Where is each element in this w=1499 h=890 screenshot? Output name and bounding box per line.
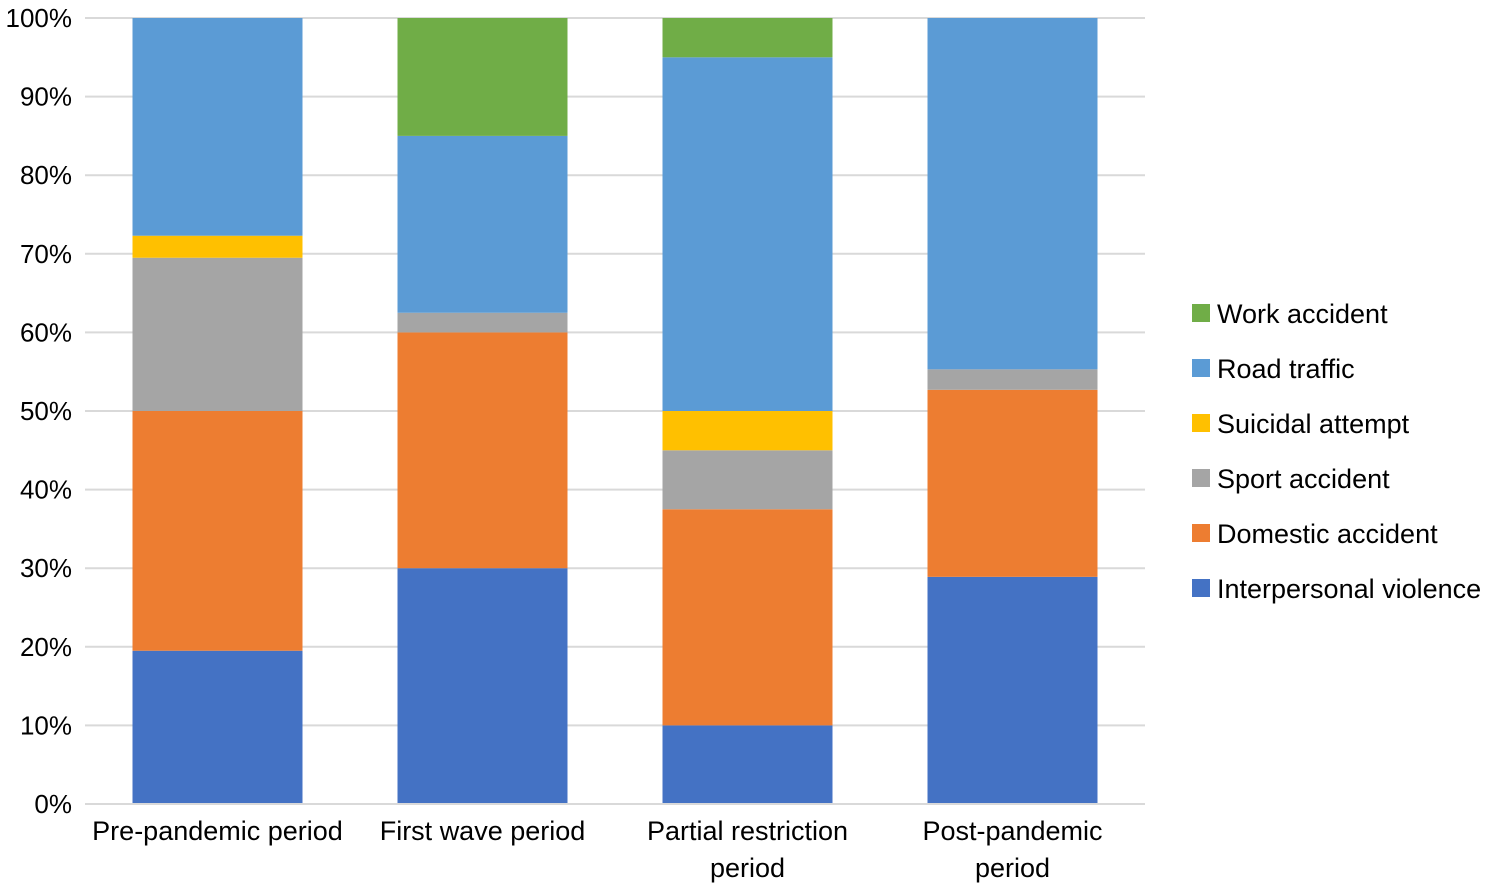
bar-segment (927, 576, 1098, 804)
bar-segment (662, 411, 833, 451)
legend-swatch (1192, 414, 1210, 432)
bar-segment (397, 332, 568, 569)
bars (132, 18, 1098, 804)
y-tick-label: 60% (20, 317, 72, 347)
y-axis-tick-labels: 0% 10% 20% 30% 40% 50% 60% 70% 80% 90% 100% (6, 3, 73, 819)
x-category-label: period (710, 853, 785, 883)
legend-swatch (1192, 524, 1210, 542)
bar-segment (397, 312, 568, 333)
y-tick-label: 40% (20, 475, 72, 505)
y-tick-label: 10% (20, 710, 72, 740)
x-category-label: Pre-pandemic period (92, 816, 343, 846)
bar-segment (132, 650, 303, 804)
bar-segment (397, 568, 568, 804)
y-tick-label: 20% (20, 632, 72, 662)
bar-segment (662, 18, 833, 58)
legend-label: Domestic accident (1217, 519, 1438, 549)
bar-segment (662, 450, 833, 510)
bar-segment (662, 509, 833, 726)
bar-segment (662, 57, 833, 412)
y-tick-label: 80% (20, 160, 72, 190)
legend-label: Road traffic (1217, 354, 1355, 384)
legend: Work accident Road traffic Suicidal attemp… (1192, 299, 1481, 604)
legend-swatch (1192, 359, 1210, 377)
x-category-label: period (975, 853, 1050, 883)
y-tick-label: 70% (20, 239, 72, 269)
x-category-label: First wave period (380, 816, 586, 846)
legend-label: Sport accident (1217, 464, 1390, 494)
x-axis-category-labels: Pre-pandemic period First wave period Part… (92, 816, 1102, 883)
legend-swatch (1192, 469, 1210, 487)
y-tick-label: 0% (34, 789, 72, 819)
x-category-label: Post-pandemic (922, 816, 1102, 846)
bar-segment (927, 369, 1098, 390)
y-tick-label: 100% (6, 3, 73, 33)
legend-label: Work accident (1217, 299, 1388, 329)
legend-swatch (1192, 304, 1210, 322)
bar-segment (662, 725, 833, 804)
legend-label: Suicidal attempt (1217, 409, 1410, 439)
bar-segment (397, 135, 568, 313)
bar-segment (927, 389, 1098, 577)
bar-segment (397, 18, 568, 136)
legend-label: Interpersonal violence (1217, 574, 1481, 604)
x-category-label: Partial restriction (647, 816, 848, 846)
legend-swatch (1192, 579, 1210, 597)
y-tick-label: 30% (20, 553, 72, 583)
bar-segment (132, 235, 303, 258)
bar-segment (927, 18, 1098, 370)
bar-segment (132, 411, 303, 651)
bar-segment (132, 18, 303, 236)
bar-segment (132, 257, 303, 411)
y-tick-label: 50% (20, 396, 72, 426)
y-tick-label: 90% (20, 82, 72, 112)
